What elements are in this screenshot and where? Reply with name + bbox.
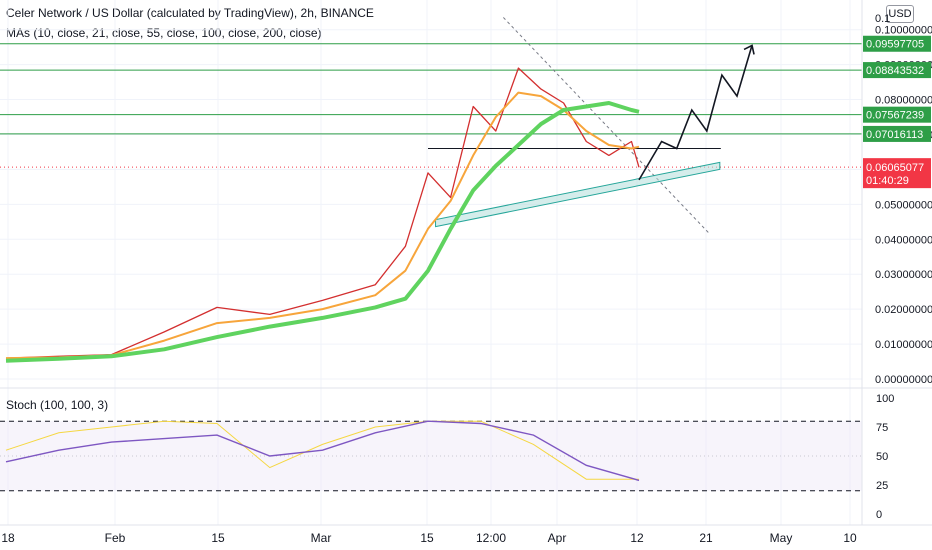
stoch-tick-label: 25 [876, 480, 888, 492]
stoch-tick-label: 75 [876, 422, 888, 434]
level-price-tag-label: 0.09597705 [866, 39, 924, 51]
series-price [5, 67, 640, 359]
y-tick-label: 0.04000000 [875, 234, 932, 246]
level-price-tag-label: 0.07567239 [866, 110, 924, 122]
stoch-tick-label: 100 [876, 393, 894, 405]
y-tick-label: 0.05000000 [875, 199, 932, 211]
projection-path [638, 45, 753, 181]
x-tick-label: 10 [843, 531, 857, 545]
x-tick-label: 15 [420, 531, 434, 545]
last-price-tag [863, 158, 931, 189]
y-tick-label: 0.03000000 [875, 269, 932, 281]
x-tick-label: Apr [548, 531, 567, 545]
rising-channel [435, 161, 721, 228]
y-tick-label-top: 0.1 [875, 13, 890, 25]
currency-badge[interactable]: USD [886, 5, 914, 23]
y-tick-label: 0.01000000 [875, 339, 932, 351]
y-tick-label: 0.02000000 [875, 304, 932, 316]
x-tick-label: 21 [699, 531, 713, 545]
level-price-tag [863, 62, 931, 79]
x-tick-label: 18 [1, 531, 15, 545]
x-tick-label: 12:00 [476, 531, 506, 545]
x-tick-label: 15 [211, 531, 225, 545]
series-ma-1 [5, 91, 640, 360]
x-tick-label: May [770, 531, 793, 545]
y-tick-label: 0.10000000 [875, 25, 932, 37]
stoch-band [0, 421, 862, 491]
level-price-tag-label: 0.08843532 [866, 65, 924, 77]
last-price-label: 0.06065077 [866, 162, 924, 174]
projection-arrowhead [743, 44, 755, 55]
x-tick-label: Feb [105, 531, 126, 545]
stoch-tick-label: 50 [876, 451, 888, 463]
x-tick-label: Mar [311, 531, 332, 545]
level-price-tag [863, 106, 931, 123]
y-tick-label: 0.00000000 [875, 374, 932, 386]
level-price-tag [863, 125, 931, 142]
level-price-tag [863, 35, 931, 52]
stoch-title: Stoch (100, 100, 3) [6, 398, 108, 412]
stoch-tick-label: 0 [876, 509, 882, 521]
descending-trendline [502, 17, 710, 234]
level-price-tag-label: 0.07016113 [866, 129, 923, 141]
chart-title: Celer Network / US Dollar (calculated by… [6, 6, 374, 20]
y-tick-label: 0.08000000 [875, 95, 932, 107]
series-ma-2 [5, 101, 640, 363]
countdown-label: 01:40:29 [866, 175, 909, 187]
x-tick-label: 12 [630, 531, 644, 545]
stoch-d-line [5, 420, 640, 482]
stoch-k-line [5, 420, 639, 480]
